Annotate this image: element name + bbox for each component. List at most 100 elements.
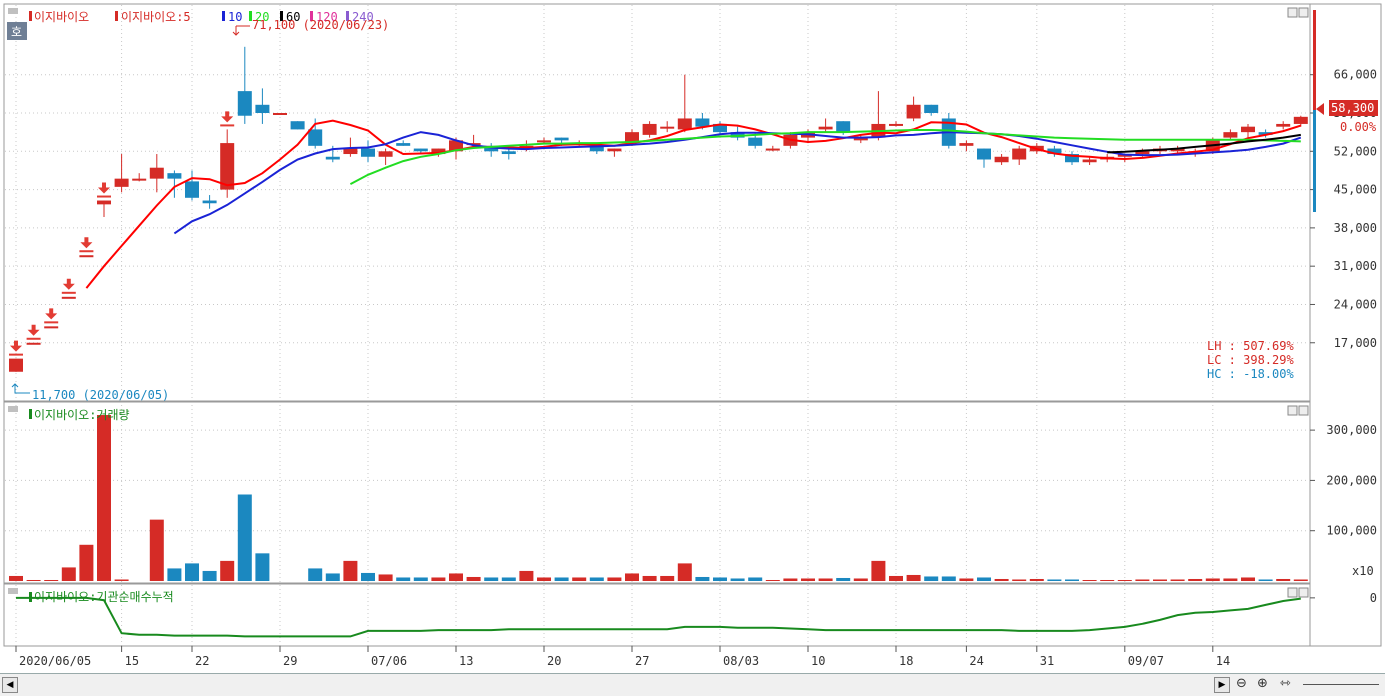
volume-bar [185, 563, 199, 581]
candle-body [26, 342, 41, 345]
x-tick-label: 10 [811, 654, 825, 668]
volume-bar [924, 576, 939, 581]
x-axis-ticks: 2020/06/05 15 22 29 07/06 13 20 27 08/03 10 18 24 31… [15, 646, 1230, 668]
x-tick-label: 09/07 [1128, 654, 1164, 668]
volume-bar [519, 570, 534, 581]
candle-body [290, 121, 305, 130]
candle-body [889, 123, 903, 126]
candle-body [677, 118, 692, 130]
candle-body [1258, 132, 1273, 135]
low-label: 11,700 (2020/06/05) [32, 388, 169, 402]
legend-ma20: 20 [255, 10, 269, 24]
quote-badge[interactable] [7, 22, 27, 40]
candle-body [273, 113, 287, 115]
x-tick-label: 27 [635, 654, 649, 668]
volume-bar [361, 572, 375, 581]
volume-bar [572, 577, 587, 581]
horizontal-scrollbar[interactable]: ◀ ▶ ⊖ ⊕ ⇿ [0, 673, 1385, 696]
candle-body [836, 121, 851, 133]
quote-badge-label: 호 [11, 25, 22, 39]
candle-body [466, 143, 481, 146]
candle-body [765, 148, 780, 151]
candle-body [167, 173, 182, 179]
x-tick-label: 22 [195, 654, 209, 668]
candle-body [730, 132, 745, 138]
candle-body [79, 255, 94, 258]
y-tick-label: 0 [1370, 591, 1377, 605]
stock-chart[interactable]: 66,00059,00052,00045,00038,00031,00024,0… [0, 0, 1385, 673]
candle-body [853, 137, 868, 141]
volume-bar [1170, 579, 1185, 581]
volume-bar [1153, 579, 1167, 581]
scroll-left-icon[interactable]: ◀ [2, 677, 18, 693]
volume-bar [801, 578, 815, 581]
panel-controls[interactable] [1287, 7, 1309, 598]
volume-bar [1276, 578, 1291, 581]
x-tick-label: 29 [283, 654, 297, 668]
candle-body [1012, 148, 1027, 160]
candle-body [114, 178, 129, 187]
volume-bar [1029, 578, 1044, 581]
candles [9, 46, 1308, 372]
zoom-in-icon[interactable]: ⊕ [1257, 676, 1268, 691]
candle-body [361, 148, 375, 157]
volume-bar [61, 567, 76, 581]
volume-bar [906, 574, 921, 581]
legend-ma240: 240 [352, 10, 374, 24]
volume-bar [730, 578, 745, 581]
candle-body [924, 104, 939, 113]
legend-ma10: 10 [228, 10, 242, 24]
candle-body [237, 91, 252, 116]
volume-bar [713, 577, 727, 581]
volume-bar [1135, 579, 1150, 581]
zoom-out-icon[interactable]: ⊖ [1236, 676, 1247, 691]
volume-bar [836, 577, 851, 581]
volume-bar [202, 570, 217, 581]
candle-body [1135, 151, 1150, 155]
line-ma5 [85, 119, 1302, 289]
x-tick-label: 18 [899, 654, 913, 668]
volume-panel-handle[interactable] [8, 406, 18, 412]
candle-body [484, 145, 499, 152]
volume-bar [466, 576, 481, 581]
candle-body [642, 123, 657, 135]
volume-bars [9, 415, 1308, 581]
volume-bar [79, 544, 94, 581]
volume-bar [237, 494, 252, 581]
volume-bar [1293, 579, 1308, 581]
x-tick-label: 13 [459, 654, 473, 668]
institution-line [16, 596, 1301, 638]
limit-up-arrow-icon [80, 237, 93, 249]
volume-bar [1205, 578, 1220, 581]
candle-body [589, 145, 604, 152]
volume-bar [642, 575, 657, 581]
limit-up-arrow-icon [98, 182, 110, 194]
y-tick-label: 38,000 [1334, 221, 1377, 235]
volume-bar [677, 563, 692, 581]
x-tick-label: 20 [547, 654, 561, 668]
line-ma20 [349, 129, 1301, 185]
volume-bar [1241, 577, 1255, 581]
legend-stock: 이지바이오 [34, 10, 89, 24]
candle-body [1170, 148, 1185, 152]
volume-bar [1082, 579, 1097, 581]
inst-panel-handle[interactable] [8, 588, 18, 594]
volume-bar [871, 560, 886, 581]
zoom-slider[interactable] [1303, 684, 1379, 685]
volume-bar [114, 579, 129, 581]
scroll-right-icon[interactable]: ▶ [1214, 677, 1230, 693]
volume-bar [431, 577, 446, 581]
candle-body [1276, 123, 1291, 127]
candle-body [97, 200, 111, 205]
candle-body [308, 129, 323, 146]
legend-ma120: 120 [316, 10, 338, 24]
candle-body [818, 126, 833, 130]
candle-body [1241, 126, 1255, 133]
bar-width-icon[interactable]: ⇿ [1280, 676, 1291, 691]
y-tick-label: 66,000 [1334, 68, 1377, 82]
volume-bar [589, 577, 604, 581]
candle-body [537, 140, 551, 143]
y-axis-frame [1309, 3, 1382, 647]
candle-body [396, 143, 411, 146]
candle-body [1047, 148, 1062, 155]
